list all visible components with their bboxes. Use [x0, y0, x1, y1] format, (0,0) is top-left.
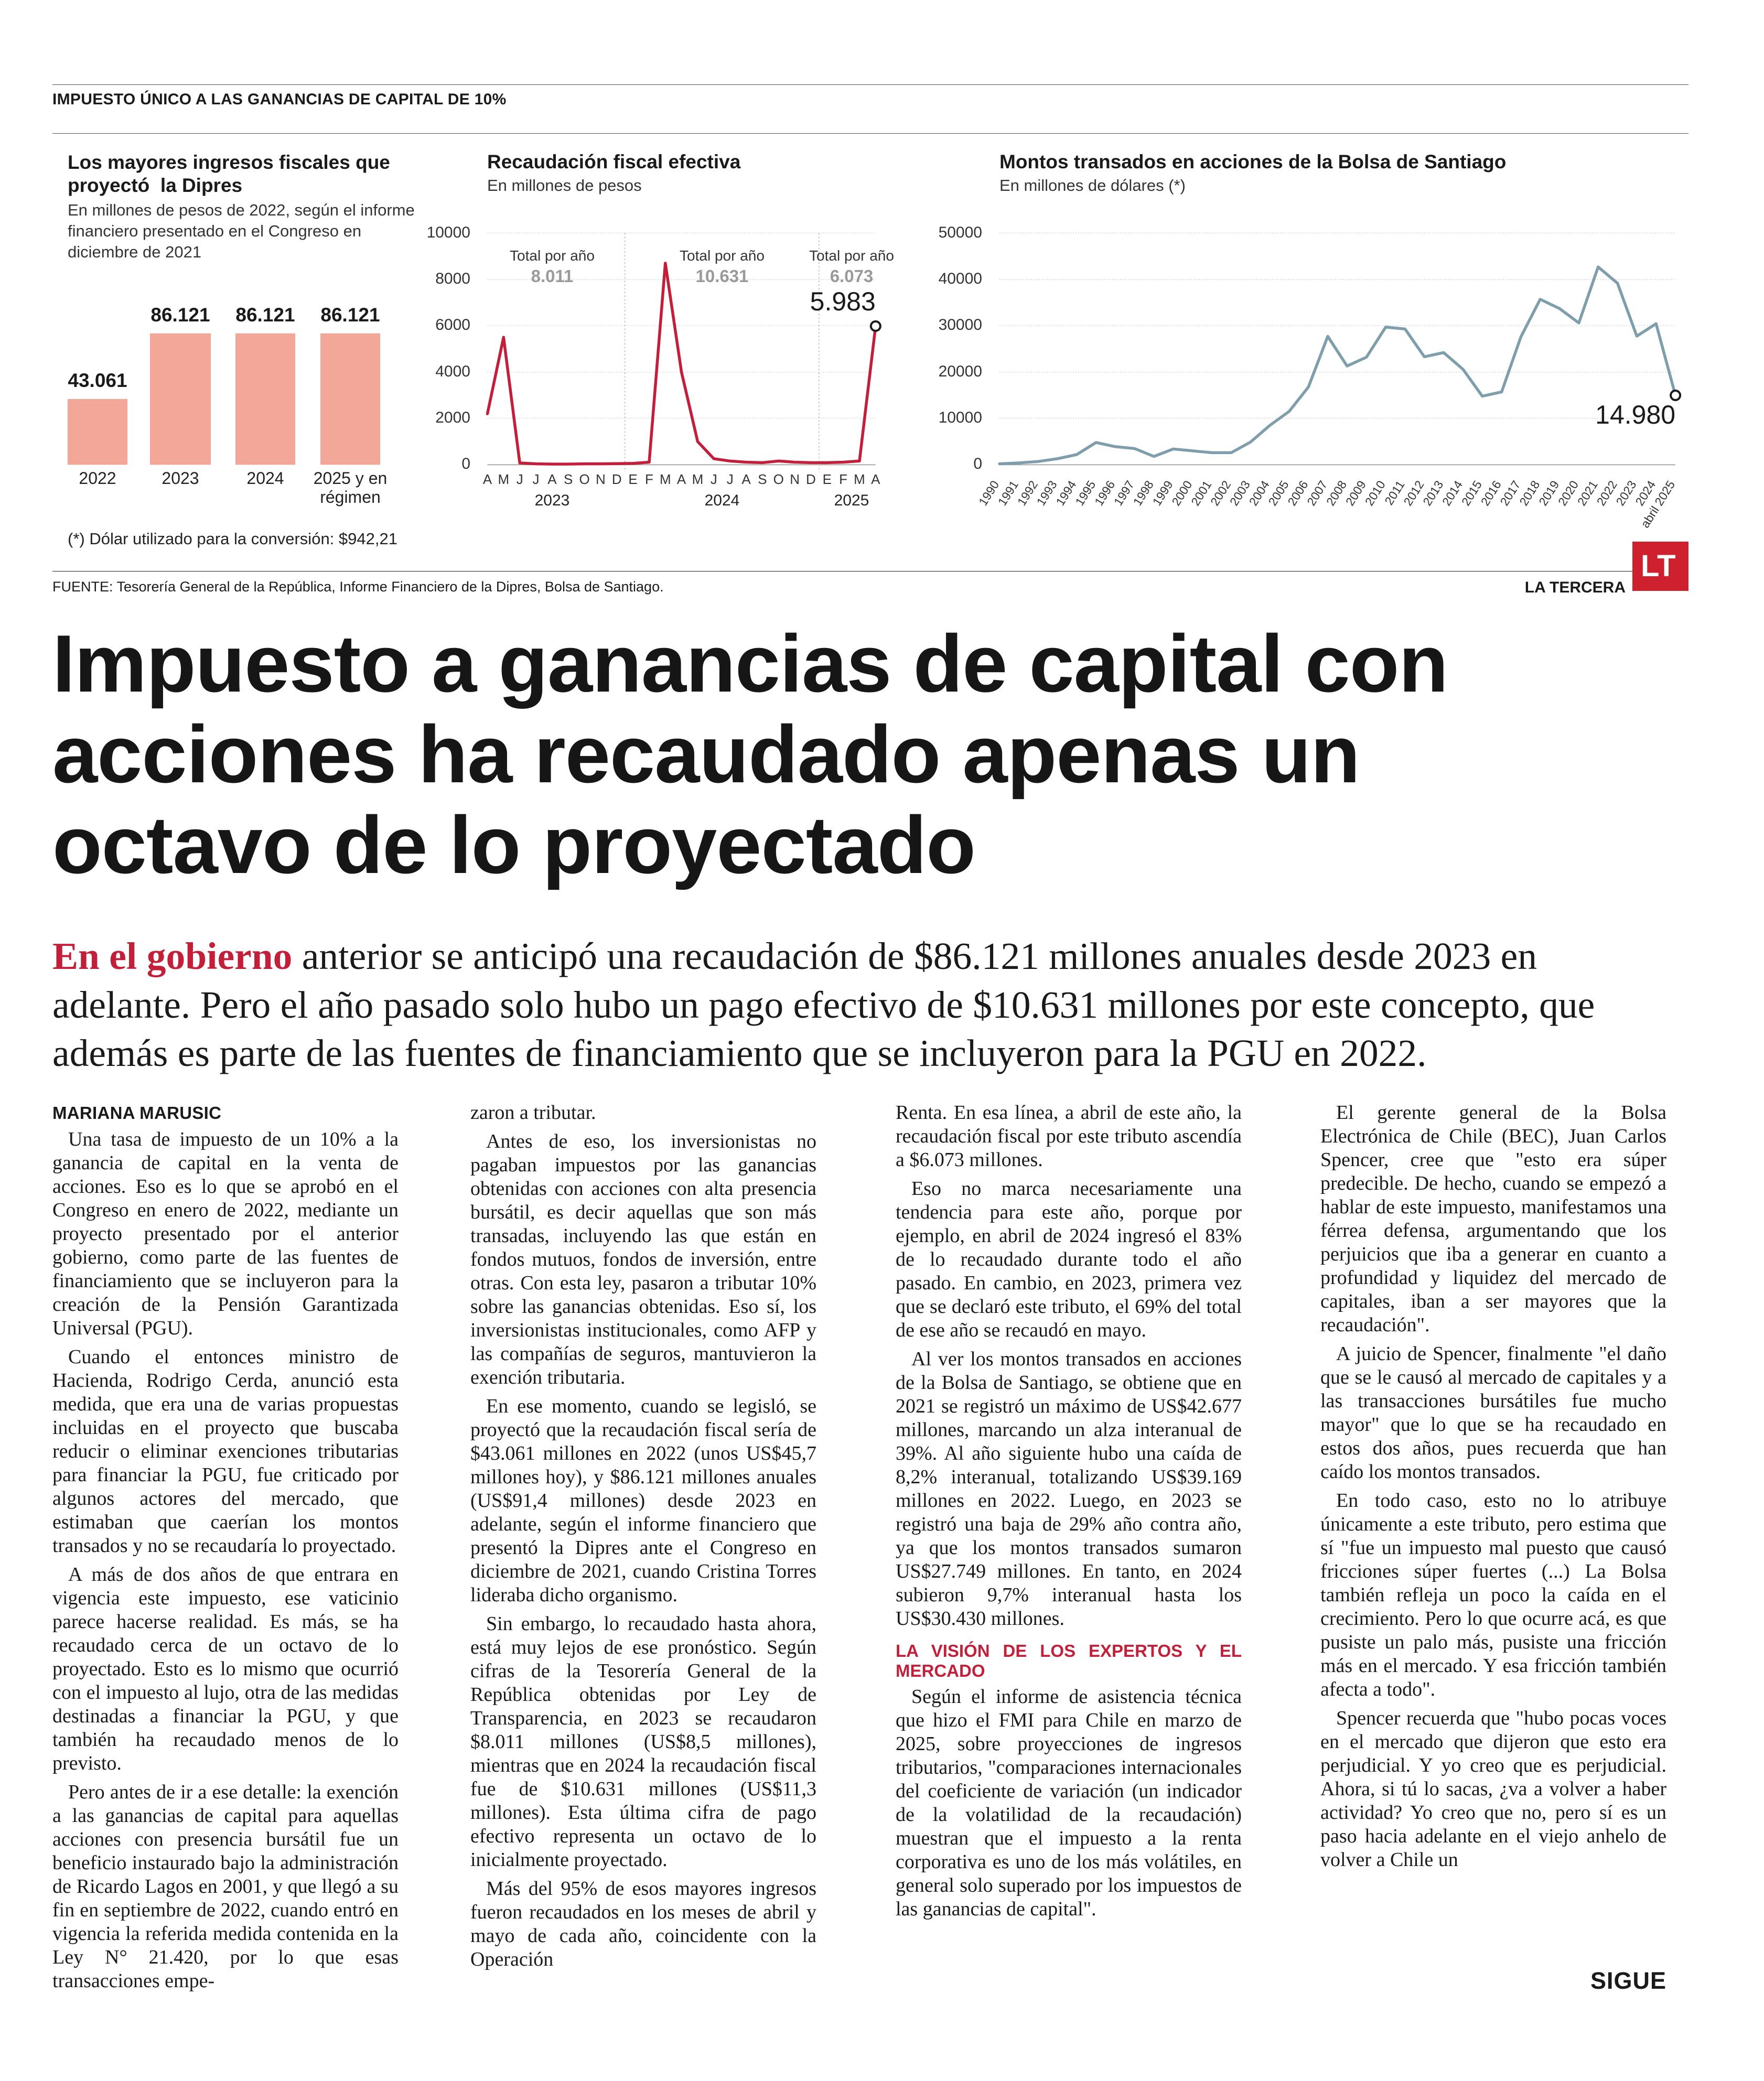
svg-text:2000: 2000	[1169, 478, 1195, 508]
svg-text:N: N	[790, 471, 800, 487]
svg-text:M: M	[854, 471, 865, 487]
svg-text:1999: 1999	[1150, 478, 1176, 508]
svg-text:2018: 2018	[1516, 478, 1542, 508]
svg-text:J: J	[711, 471, 717, 487]
svg-text:S: S	[564, 471, 573, 487]
svg-text:0: 0	[973, 455, 982, 472]
svg-text:2024: 2024	[705, 492, 740, 509]
svg-text:S: S	[758, 471, 767, 487]
svg-text:A: A	[483, 471, 492, 487]
svg-text:1993: 1993	[1034, 478, 1060, 508]
svg-text:A: A	[871, 471, 880, 487]
svg-text:2016: 2016	[1478, 478, 1504, 508]
svg-text:20000: 20000	[939, 363, 982, 380]
svg-text:O: O	[579, 471, 589, 487]
svg-text:A: A	[547, 471, 557, 487]
svg-text:2009: 2009	[1343, 478, 1369, 508]
svg-text:M: M	[660, 471, 671, 487]
svg-text:8000: 8000	[435, 270, 470, 287]
svg-text:J: J	[517, 471, 523, 487]
svg-text:40000: 40000	[939, 270, 982, 287]
svg-text:A: A	[677, 471, 686, 487]
svg-text:10000: 10000	[939, 409, 982, 426]
svg-text:E: E	[628, 471, 637, 487]
svg-text:Total por año: Total por año	[809, 247, 894, 264]
svg-text:1995: 1995	[1072, 478, 1098, 508]
svg-text:10000: 10000	[427, 224, 470, 241]
svg-text:30000: 30000	[939, 316, 982, 333]
svg-text:2025: 2025	[834, 492, 869, 509]
svg-text:F: F	[839, 471, 847, 487]
svg-text:2005: 2005	[1265, 478, 1291, 508]
svg-text:2014: 2014	[1439, 478, 1465, 508]
svg-text:2003: 2003	[1227, 478, 1253, 508]
svg-text:Total por año: Total por año	[680, 247, 765, 264]
svg-text:50000: 50000	[939, 224, 982, 241]
svg-text:2015: 2015	[1459, 478, 1485, 508]
svg-text:10.631: 10.631	[696, 266, 749, 286]
svg-text:Total por año: Total por año	[510, 247, 595, 264]
svg-text:E: E	[823, 471, 832, 487]
svg-text:LT: LT	[1641, 551, 1676, 582]
svg-text:2000: 2000	[435, 409, 470, 426]
svg-text:6000: 6000	[435, 316, 470, 333]
svg-text:J: J	[533, 471, 540, 487]
svg-text:M: M	[498, 471, 509, 487]
svg-text:2020: 2020	[1555, 478, 1581, 508]
svg-text:5.983: 5.983	[810, 287, 876, 316]
svg-text:D: D	[612, 471, 622, 487]
svg-text:2023: 2023	[535, 492, 570, 509]
svg-text:J: J	[727, 471, 734, 487]
svg-text:14.980: 14.980	[1595, 400, 1675, 429]
svg-text:0: 0	[461, 455, 470, 472]
svg-text:F: F	[645, 471, 653, 487]
svg-text:2006: 2006	[1285, 478, 1310, 508]
svg-text:2019: 2019	[1536, 478, 1562, 508]
svg-text:1992: 1992	[1015, 478, 1040, 508]
svg-text:D: D	[806, 471, 816, 487]
svg-text:1997: 1997	[1111, 478, 1137, 508]
svg-text:1998: 1998	[1131, 478, 1156, 508]
svg-text:4000: 4000	[435, 363, 470, 380]
svg-text:1994: 1994	[1053, 478, 1079, 508]
svg-text:2013: 2013	[1420, 478, 1446, 508]
svg-text:6.073: 6.073	[830, 266, 874, 286]
svg-text:2001: 2001	[1188, 478, 1214, 508]
svg-text:2010: 2010	[1362, 478, 1388, 508]
svg-text:2021: 2021	[1575, 478, 1600, 508]
svg-text:N: N	[596, 471, 606, 487]
svg-text:1996: 1996	[1092, 478, 1117, 508]
svg-text:2022: 2022	[1594, 478, 1620, 508]
svg-text:2017: 2017	[1497, 478, 1523, 508]
svg-text:2002: 2002	[1208, 478, 1233, 508]
svg-text:1990: 1990	[976, 478, 1002, 508]
svg-text:1991: 1991	[995, 478, 1021, 508]
svg-text:2004: 2004	[1246, 478, 1272, 508]
svg-text:2007: 2007	[1304, 478, 1330, 508]
svg-text:2012: 2012	[1401, 478, 1426, 508]
svg-text:2008: 2008	[1324, 478, 1349, 508]
svg-text:2023: 2023	[1613, 478, 1639, 508]
svg-text:8.011: 8.011	[531, 266, 574, 286]
svg-text:A: A	[741, 471, 751, 487]
svg-text:M: M	[692, 471, 704, 487]
svg-text:O: O	[773, 471, 784, 487]
